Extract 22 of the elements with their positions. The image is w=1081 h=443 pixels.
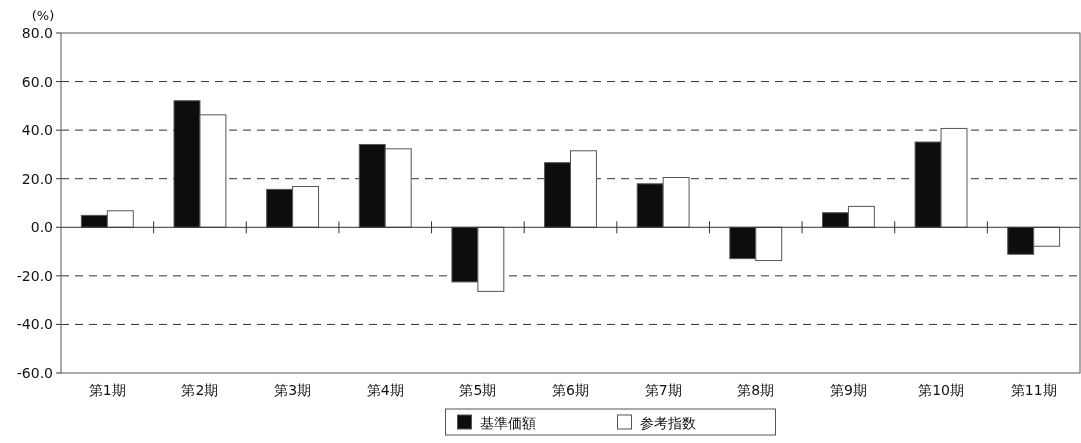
y-tick-label: -20.0 <box>16 267 53 284</box>
x-tick-label: 第8期 <box>737 382 775 398</box>
x-tick-label: 第11期 <box>1010 382 1057 398</box>
y-tick-label: 60.0 <box>21 73 53 90</box>
x-tick-label: 第3期 <box>274 382 312 398</box>
y-tick-label: 40.0 <box>21 122 53 139</box>
x-tick-label: 第2期 <box>181 382 219 398</box>
x-tick-label: 第1期 <box>88 382 126 398</box>
x-tick-label: 第10期 <box>918 382 964 398</box>
y-axis-title: (%) <box>31 8 55 23</box>
x-tick-label: 第5期 <box>459 382 497 398</box>
x-tick-label: 第6期 <box>552 382 589 398</box>
legend-label: 参考指数 <box>639 415 696 431</box>
y-tick-label: -40.0 <box>16 316 53 333</box>
y-tick-label: 20.0 <box>21 170 53 187</box>
y-tick-label: 0.0 <box>30 219 53 236</box>
x-tick-label: 第9期 <box>829 382 867 398</box>
y-tick-label: -60.0 <box>16 365 53 381</box>
legend-label: 基準価額 <box>479 415 536 431</box>
x-tick-label: 第4期 <box>366 382 404 398</box>
y-tick-label: 80.0 <box>21 25 53 41</box>
x-tick-label: 第7期 <box>644 382 682 398</box>
